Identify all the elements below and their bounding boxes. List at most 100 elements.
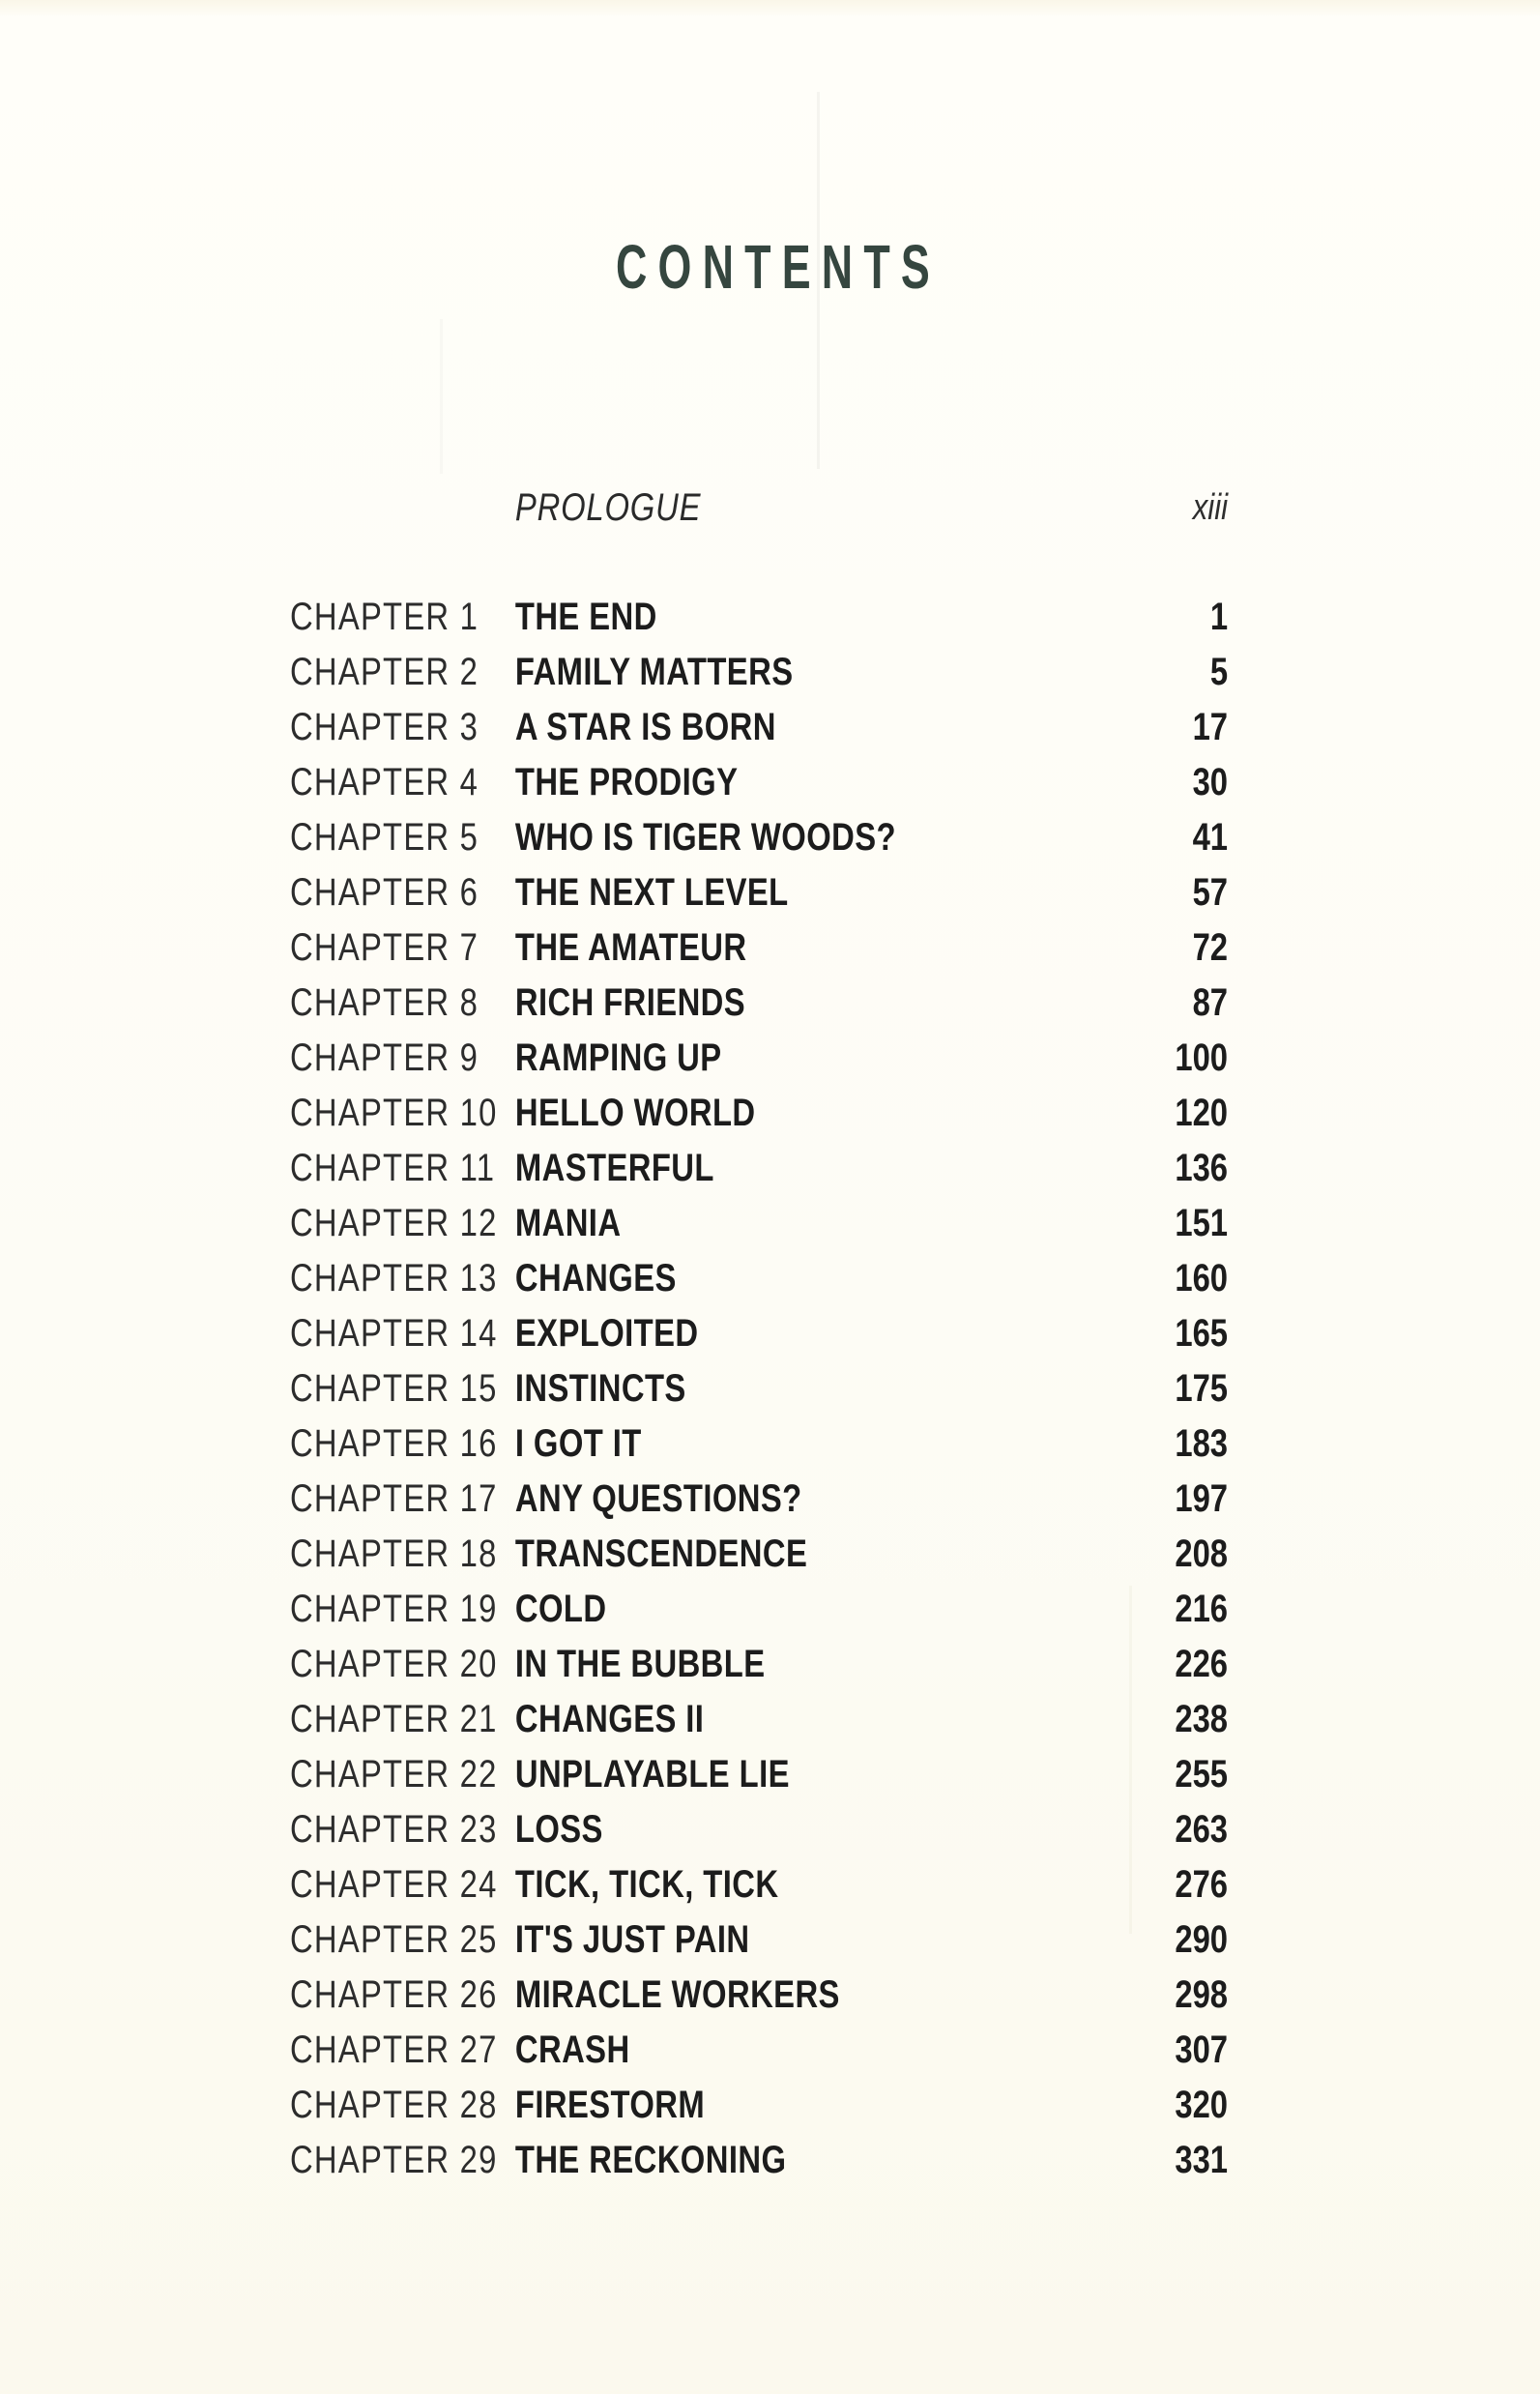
chapter-title: EXPLOITED <box>514 1312 699 1355</box>
chapter-page-number: 165 <box>1175 1312 1229 1355</box>
chapter-title: TICK, TICK, TICK <box>514 1863 779 1906</box>
chapter-page-number: 72 <box>1192 926 1229 969</box>
scan-crease <box>440 319 443 474</box>
chapter-label: CHAPTER 6 <box>290 871 479 914</box>
chapter-label: CHAPTER 17 <box>290 1477 498 1520</box>
chapter-label: CHAPTER 14 <box>290 1312 498 1355</box>
table-row: CHAPTER 5 WHO IS TIGER WOODS? 41 <box>290 810 1228 865</box>
chapter-label: CHAPTER 4 <box>290 761 479 803</box>
table-row: CHAPTER 18 TRANSCENDENCE 208 <box>290 1527 1228 1582</box>
table-row: CHAPTER 14 EXPLOITED 165 <box>290 1306 1228 1361</box>
chapter-title: THE END <box>514 596 657 638</box>
table-row: CHAPTER 13 CHANGES 160 <box>290 1251 1228 1306</box>
table-row: CHAPTER 6 THE NEXT LEVEL 57 <box>290 865 1228 920</box>
chapter-title: RICH FRIENDS <box>514 981 746 1024</box>
table-row: CHAPTER 9 RAMPING UP 100 <box>290 1031 1228 1086</box>
chapter-title: IN THE BUBBLE <box>514 1643 766 1685</box>
chapter-label: CHAPTER 10 <box>290 1092 498 1134</box>
table-row: CHAPTER 21 CHANGES II 238 <box>290 1692 1228 1747</box>
table-row: CHAPTER 28 FIRESTORM 320 <box>290 2078 1228 2133</box>
table-row: CHAPTER 3 A STAR IS BORN 17 <box>290 700 1228 755</box>
chapter-label: CHAPTER 28 <box>290 2084 498 2126</box>
chapter-page-number: 151 <box>1175 1202 1229 1244</box>
chapter-page-number: 263 <box>1175 1808 1229 1851</box>
chapter-label: CHAPTER 3 <box>290 706 479 748</box>
chapter-page-number: 238 <box>1175 1698 1229 1740</box>
chapter-page-number: 136 <box>1175 1147 1229 1189</box>
chapter-page-number: 216 <box>1175 1588 1229 1630</box>
chapter-label: CHAPTER 2 <box>290 651 479 693</box>
table-row: CHAPTER 27 CRASH 307 <box>290 2023 1228 2078</box>
chapter-title: CRASH <box>514 2029 630 2071</box>
chapter-title: CHANGES II <box>514 1698 705 1740</box>
chapter-title: FIRESTORM <box>514 2084 706 2126</box>
chapter-title: TRANSCENDENCE <box>514 1533 808 1575</box>
chapter-page-number: 208 <box>1175 1533 1229 1575</box>
chapter-label: CHAPTER 19 <box>290 1588 498 1630</box>
chapter-page-number: 30 <box>1192 761 1229 803</box>
chapter-page-number: 57 <box>1192 871 1229 914</box>
chapter-label: CHAPTER 13 <box>290 1257 498 1299</box>
chapter-title: THE RECKONING <box>514 2139 787 2181</box>
chapter-label: CHAPTER 27 <box>290 2029 498 2071</box>
page-title: CONTENTS <box>615 232 941 302</box>
chapter-title: UNPLAYABLE LIE <box>514 1753 790 1796</box>
toc-list: CHAPTER 1 THE END 1 CHAPTER 2 FAMILY MAT… <box>290 590 1228 2188</box>
chapter-title: INSTINCTS <box>514 1367 686 1410</box>
chapter-label: CHAPTER 25 <box>290 1918 498 1961</box>
table-row: CHAPTER 7 THE AMATEUR 72 <box>290 920 1228 976</box>
table-row: CHAPTER 23 LOSS 263 <box>290 1802 1228 1857</box>
table-row: CHAPTER 1 THE END 1 <box>290 590 1228 645</box>
chapter-page-number: 197 <box>1175 1477 1229 1520</box>
chapter-title: A STAR IS BORN <box>514 706 776 748</box>
chapter-page-number: 331 <box>1175 2139 1229 2181</box>
table-row: CHAPTER 20 IN THE BUBBLE 226 <box>290 1637 1228 1692</box>
chapter-title: I GOT IT <box>514 1422 642 1465</box>
chapter-label: CHAPTER 21 <box>290 1698 498 1740</box>
chapter-label: CHAPTER 9 <box>290 1036 479 1079</box>
chapter-title: THE PRODIGY <box>514 761 739 803</box>
prologue-label: PROLOGUE <box>514 486 702 529</box>
chapter-title: WHO IS TIGER WOODS? <box>514 816 896 859</box>
chapter-page-number: 255 <box>1175 1753 1229 1796</box>
chapter-title: MANIA <box>514 1202 622 1244</box>
chapter-title: ANY QUESTIONS? <box>514 1477 802 1520</box>
table-row: CHAPTER 4 THE PRODIGY 30 <box>290 755 1228 810</box>
chapter-label: CHAPTER 8 <box>290 981 479 1024</box>
chapter-page-number: 41 <box>1192 816 1229 859</box>
chapter-title: IT'S JUST PAIN <box>514 1918 750 1961</box>
table-row: CHAPTER 22 UNPLAYABLE LIE 255 <box>290 1747 1228 1802</box>
chapter-label: CHAPTER 24 <box>290 1863 498 1906</box>
chapter-page-number: 17 <box>1192 706 1229 748</box>
chapter-title: HELLO WORLD <box>514 1092 756 1134</box>
chapter-label: CHAPTER 22 <box>290 1753 498 1796</box>
table-row: CHAPTER 12 MANIA 151 <box>290 1196 1228 1251</box>
table-row: CHAPTER 2 FAMILY MATTERS 5 <box>290 645 1228 700</box>
chapter-page-number: 307 <box>1175 2029 1229 2071</box>
chapter-label: CHAPTER 18 <box>290 1533 498 1575</box>
chapter-title: MIRACLE WORKERS <box>514 1973 840 2016</box>
chapter-label: CHAPTER 26 <box>290 1973 498 2016</box>
chapter-title: COLD <box>514 1588 607 1630</box>
chapter-label: CHAPTER 11 <box>290 1147 496 1189</box>
chapter-page-number: 1 <box>1209 596 1229 638</box>
table-row: CHAPTER 25 IT'S JUST PAIN 290 <box>290 1912 1228 1968</box>
table-row: CHAPTER 15 INSTINCTS 175 <box>290 1361 1228 1416</box>
chapter-title: CHANGES <box>514 1257 677 1299</box>
chapter-page-number: 276 <box>1175 1863 1229 1906</box>
chapter-label: CHAPTER 16 <box>290 1422 498 1465</box>
table-row: CHAPTER 26 MIRACLE WORKERS 298 <box>290 1968 1228 2023</box>
chapter-label: CHAPTER 15 <box>290 1367 498 1410</box>
table-row: CHAPTER 24 TICK, TICK, TICK 276 <box>290 1857 1228 1912</box>
chapter-title: RAMPING UP <box>514 1036 722 1079</box>
table-row: CHAPTER 10 HELLO WORLD 120 <box>290 1086 1228 1141</box>
chapter-title: FAMILY MATTERS <box>514 651 794 693</box>
chapter-page-number: 226 <box>1175 1643 1229 1685</box>
chapter-page-number: 5 <box>1209 651 1229 693</box>
chapter-label: CHAPTER 29 <box>290 2139 498 2181</box>
chapter-page-number: 175 <box>1175 1367 1229 1410</box>
chapter-page-number: 160 <box>1175 1257 1229 1299</box>
chapter-label: CHAPTER 5 <box>290 816 479 859</box>
chapter-label: CHAPTER 1 <box>290 596 479 638</box>
